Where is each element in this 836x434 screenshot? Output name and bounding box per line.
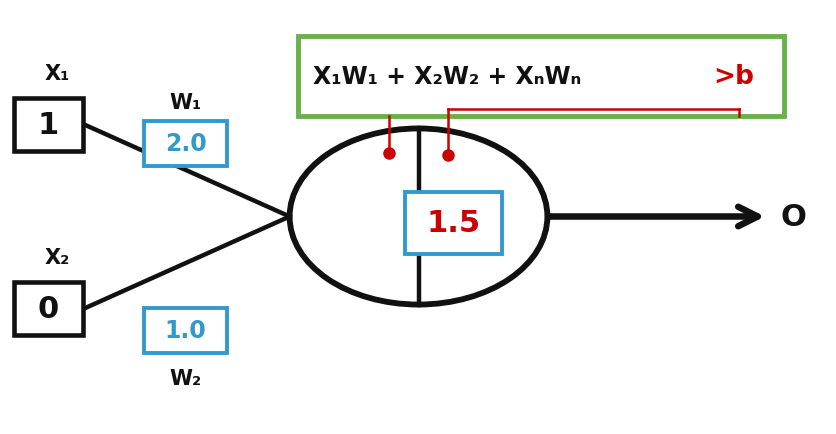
- Text: 1.0: 1.0: [165, 319, 206, 342]
- Text: X₁W₁ + X₂W₂ + XₙWₙ: X₁W₁ + X₂W₂ + XₙWₙ: [313, 65, 589, 89]
- Text: 2.0: 2.0: [165, 132, 206, 156]
- FancyBboxPatch shape: [13, 99, 84, 151]
- Text: X₂: X₂: [44, 248, 69, 267]
- FancyBboxPatch shape: [144, 122, 227, 167]
- FancyBboxPatch shape: [298, 37, 783, 116]
- FancyBboxPatch shape: [405, 193, 501, 254]
- Text: X₁: X₁: [44, 63, 69, 83]
- Text: W₂: W₂: [170, 368, 201, 388]
- Text: 1: 1: [38, 110, 59, 139]
- FancyBboxPatch shape: [13, 283, 84, 335]
- Text: W₁: W₁: [170, 92, 201, 112]
- Text: >b: >b: [713, 64, 753, 90]
- Text: 0: 0: [38, 295, 59, 324]
- Text: 1.5: 1.5: [426, 209, 480, 238]
- FancyBboxPatch shape: [144, 308, 227, 353]
- Text: O: O: [779, 203, 805, 231]
